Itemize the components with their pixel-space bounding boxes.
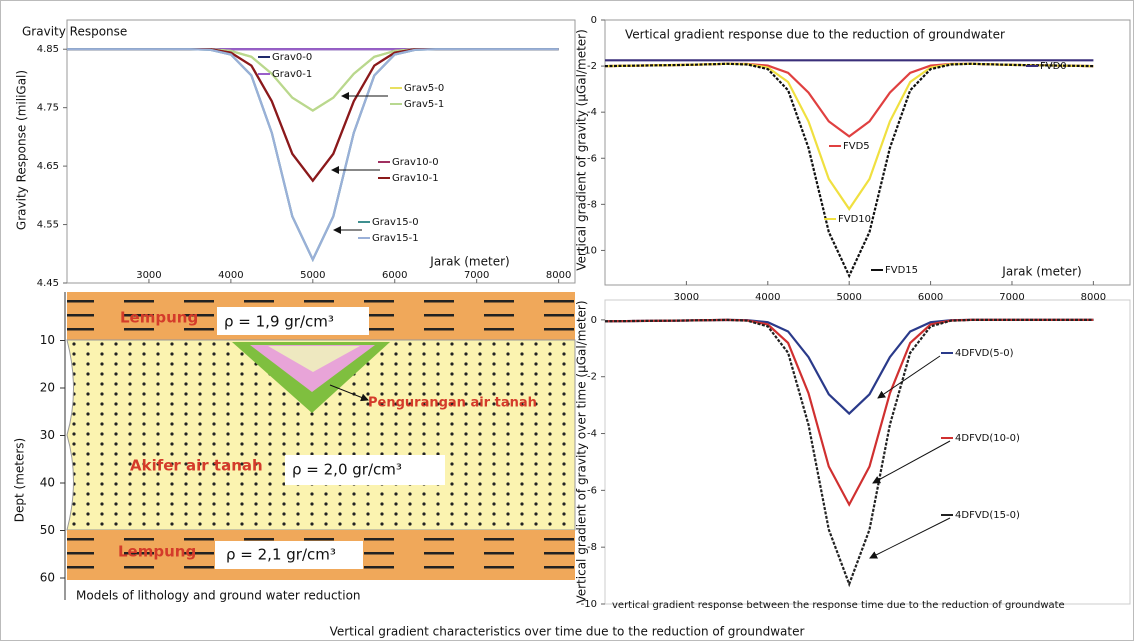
- y-tick-label: -8: [587, 542, 597, 553]
- density-label: ρ = 2,1 gr/cm³: [226, 546, 336, 564]
- y-tick-label: -2: [587, 61, 597, 72]
- depth-tick-label: 30: [40, 428, 55, 442]
- legend-label: FVD10: [838, 214, 871, 225]
- y-tick-label: -6: [587, 485, 597, 496]
- reduction-label: Pengurangan air tanah: [368, 396, 537, 411]
- legend-label: Grav0-0: [272, 52, 312, 63]
- depth-tick-label: 20: [40, 381, 55, 395]
- x-tick-label: 6000: [382, 270, 407, 281]
- y-tick-label: 0: [591, 315, 597, 326]
- y-tick-label: -4: [587, 107, 597, 118]
- x-tick-label: 7000: [999, 292, 1024, 303]
- legend-label: Grav15-0: [372, 217, 419, 228]
- arrow: [329, 384, 369, 402]
- chart-title: Gravity Response: [22, 25, 127, 39]
- data-line: [67, 48, 559, 263]
- aquifer-layer: [66, 339, 576, 531]
- legend-label: Grav0-1: [272, 69, 312, 80]
- label-box: [215, 541, 363, 569]
- y-axis-label: Gravity Response (miliGal): [15, 70, 29, 230]
- panel-frame: [604, 299, 1131, 605]
- arrow: [877, 355, 941, 399]
- y-tick-label: -10: [581, 245, 597, 256]
- density-label: ρ = 1,9 gr/cm³: [224, 313, 334, 331]
- legend-label: 4DFVD(10-0): [955, 433, 1020, 444]
- y-tick-label: 4.75: [37, 103, 59, 114]
- legend-label: FVD5: [843, 141, 870, 152]
- x-tick-label: 4000: [218, 270, 243, 281]
- density-label: ρ = 2,0 gr/cm³: [292, 461, 402, 479]
- data-line: [604, 318, 1094, 588]
- legend-label: Grav5-0: [404, 83, 444, 94]
- x-tick-label: 8000: [1081, 292, 1106, 303]
- x-tick-label: 7000: [464, 270, 489, 281]
- x-tick-label: 6000: [918, 292, 943, 303]
- y-tick-label: 4.65: [37, 161, 59, 172]
- reduction-zone: [268, 346, 360, 372]
- chart-title: vertical gradient response between the r…: [612, 600, 1065, 611]
- x-axis-label: Jarak (meter): [1001, 265, 1081, 279]
- y-tick-label: 4.55: [37, 220, 59, 231]
- depth-tick-label: 10: [40, 333, 55, 347]
- legend-label: FVD0: [1040, 61, 1067, 72]
- arrow: [869, 517, 951, 559]
- y-tick-label: -10: [581, 599, 597, 610]
- label-box: [285, 455, 445, 485]
- panel-frame: [604, 19, 1131, 286]
- legend-label: FVD15: [885, 265, 918, 276]
- legend-label: Grav15-1: [372, 233, 419, 244]
- arrow: [872, 440, 951, 484]
- y-tick-label: 4.45: [37, 278, 59, 289]
- y-tick-label: 4.85: [37, 44, 59, 55]
- depth-tick-label: 60: [40, 571, 55, 585]
- lithology-title: Models of lithology and ground water red…: [76, 589, 361, 603]
- y-tick-label: -2: [587, 372, 597, 383]
- y-tick-label: -8: [587, 199, 597, 210]
- layer-name: Akifer air tanah: [130, 457, 263, 475]
- depth-axis-label: Dept (meters): [13, 438, 27, 522]
- x-tick-label: 4000: [755, 292, 780, 303]
- figure-caption: Vertical gradient characteristics over t…: [330, 625, 805, 639]
- legend-label: 4DFVD(5-0): [955, 348, 1014, 359]
- legend-label: Grav5-1: [404, 99, 444, 110]
- lithology: Lempung ρ = 1,9 gr/cm³ Pengurangan air t…: [13, 292, 576, 603]
- layer-name: Lempung: [118, 543, 196, 561]
- y-axis-label: Vertical gradient of gravity (µGal/meter…: [575, 29, 589, 271]
- x-tick-label: 5000: [836, 292, 861, 303]
- legend-label: 4DFVD(15-0): [955, 510, 1020, 521]
- legend-label: Grav10-0: [392, 157, 439, 168]
- layer-name: Lempung: [120, 309, 198, 327]
- panel-frame: [66, 19, 576, 284]
- x-tick-label: 3000: [136, 270, 161, 281]
- x-tick-label: 3000: [674, 292, 699, 303]
- depth-tick-label: 40: [40, 476, 55, 490]
- x-axis-label: Jarak (meter): [429, 255, 509, 269]
- label-box: [217, 307, 369, 335]
- y-tick-label: -6: [587, 153, 597, 164]
- legend-label: Grav10-1: [392, 173, 439, 184]
- x-tick-label: 8000: [546, 270, 571, 281]
- y-tick-label: 0: [591, 15, 597, 26]
- y-tick-label: -4: [587, 429, 597, 440]
- x-tick-label: 5000: [300, 270, 325, 281]
- chart-title: Vertical gradient response due to the re…: [625, 28, 1005, 42]
- depth-tick-label: 50: [40, 523, 55, 537]
- data-line: [604, 62, 1094, 279]
- y-axis-label: Vertical gradient of gravity over time (…: [575, 300, 589, 603]
